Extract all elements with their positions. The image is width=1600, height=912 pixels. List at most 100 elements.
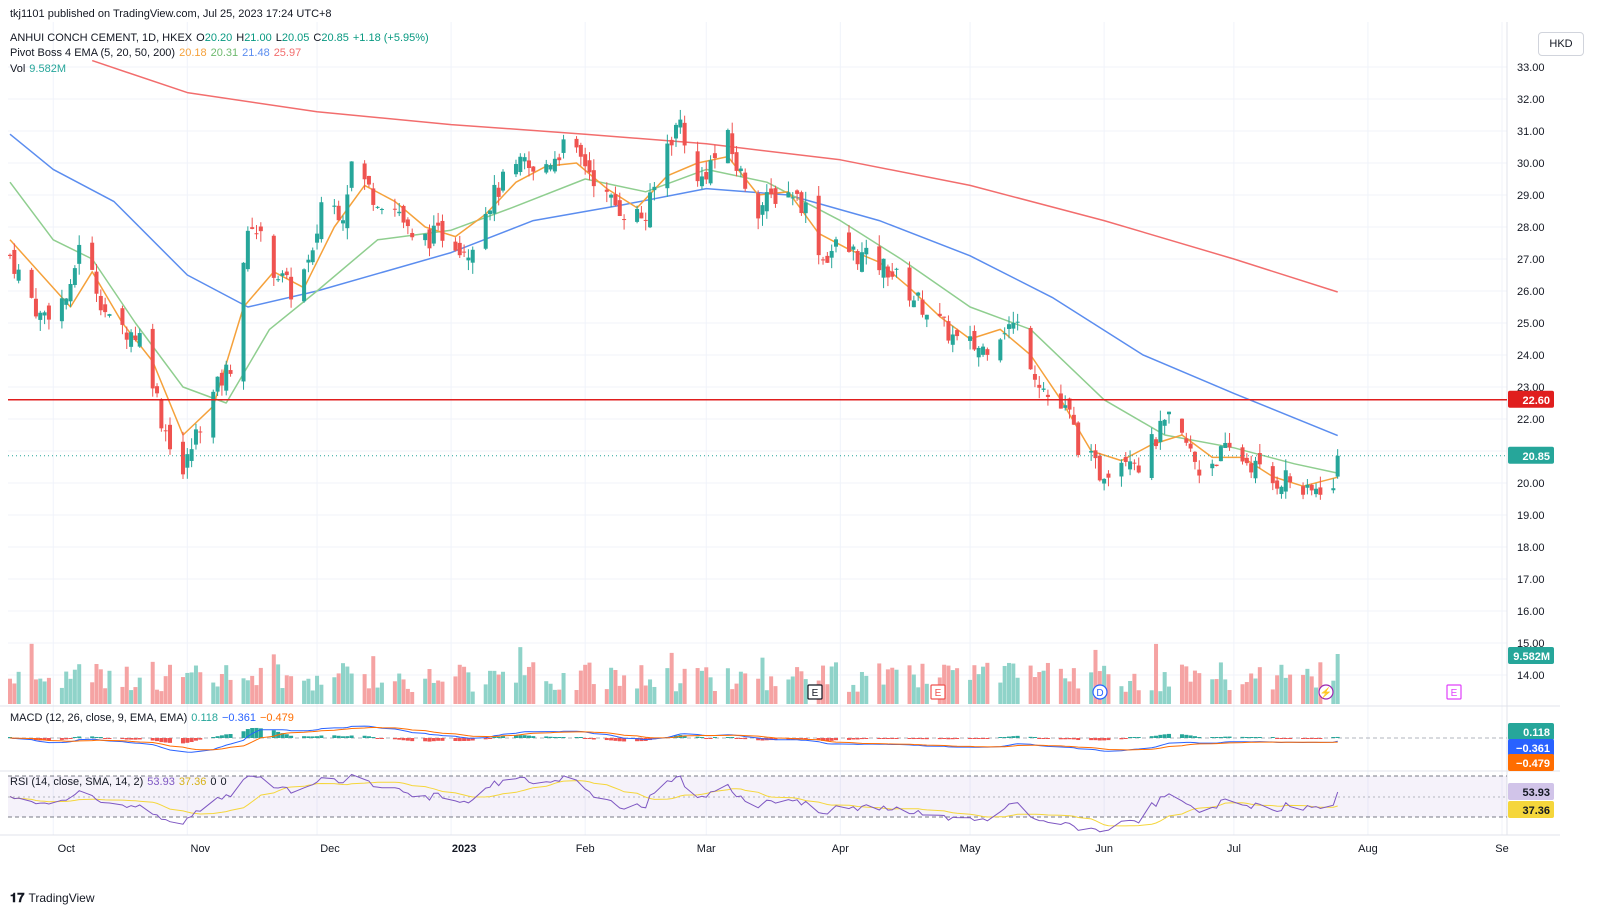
macd-hist-bar bbox=[522, 735, 527, 738]
macd-hist-bar bbox=[924, 738, 929, 740]
macd-hist-bar bbox=[289, 735, 294, 738]
macd-signal-badge bbox=[1508, 754, 1554, 771]
macd-hist-bar bbox=[920, 738, 925, 740]
price-tick-label: 25.00 bbox=[1517, 318, 1545, 330]
volume-bar bbox=[998, 682, 1003, 704]
candle-body bbox=[864, 247, 869, 255]
volume-bar bbox=[1279, 664, 1284, 704]
volume-bar bbox=[673, 691, 678, 704]
macd-hist-bar bbox=[1149, 736, 1154, 738]
time-tick-label: Oct bbox=[58, 843, 75, 855]
candle-body bbox=[68, 284, 73, 302]
volume-bar bbox=[1067, 681, 1072, 704]
candle-body bbox=[704, 171, 709, 180]
candle-body bbox=[816, 195, 821, 256]
volume-bar bbox=[522, 675, 527, 704]
macd-hist-bar bbox=[998, 737, 1003, 738]
candle-body bbox=[137, 333, 142, 347]
candle-body bbox=[911, 300, 916, 308]
volume-bar bbox=[1257, 667, 1262, 704]
macd-hist-bar bbox=[803, 738, 808, 740]
candle-body bbox=[821, 259, 826, 261]
volume-bar bbox=[1210, 679, 1215, 704]
macd-hist-bar bbox=[1015, 735, 1020, 738]
volume-bar bbox=[981, 666, 986, 704]
volume-bar bbox=[526, 666, 531, 704]
volume-bar bbox=[604, 689, 609, 704]
candle-body bbox=[155, 386, 160, 394]
candle-body bbox=[518, 156, 523, 172]
candle-body bbox=[1037, 384, 1042, 388]
candle-body bbox=[795, 190, 800, 194]
macd-hist-bar bbox=[332, 735, 337, 738]
macd-hist-bar bbox=[284, 734, 289, 738]
macd-hist-bar bbox=[1154, 735, 1159, 738]
volume-bar bbox=[1158, 691, 1163, 704]
volume-bar bbox=[743, 673, 748, 704]
candle-body bbox=[77, 244, 82, 264]
candle-body bbox=[59, 298, 64, 322]
rsi-badge bbox=[1508, 783, 1554, 800]
macd-hist-bar bbox=[1106, 738, 1111, 741]
candle-body bbox=[1136, 465, 1141, 473]
volume-bar bbox=[639, 665, 644, 704]
volume-bar bbox=[790, 676, 795, 704]
volume-bar bbox=[488, 670, 493, 704]
hline-price-badge bbox=[1508, 390, 1554, 408]
candle-body bbox=[129, 332, 134, 347]
macd-hist-bar bbox=[937, 738, 942, 740]
candle-body bbox=[985, 349, 990, 355]
volume-bar bbox=[1249, 673, 1254, 704]
macd-hist-bar bbox=[1257, 737, 1262, 738]
ema-legend: Pivot Boss 4 EMA (5, 20, 50, 200) 20.18 20… bbox=[10, 47, 302, 59]
volume-bar bbox=[799, 671, 804, 704]
volume-bar bbox=[699, 670, 704, 704]
volume-bar bbox=[427, 669, 432, 704]
macd-hist-bar bbox=[1309, 738, 1314, 739]
ema20-value: 20.31 bbox=[210, 47, 239, 59]
candle-body bbox=[756, 193, 761, 219]
volume-bar bbox=[851, 684, 856, 704]
macd-hist-bar bbox=[410, 738, 415, 742]
volume-bar bbox=[1076, 688, 1081, 704]
candle-body bbox=[526, 160, 531, 169]
macd-hist-bar bbox=[271, 730, 276, 738]
candle-body bbox=[1223, 442, 1228, 448]
volume-bar bbox=[578, 670, 583, 704]
candle-body bbox=[738, 168, 743, 172]
macd-hist-bar bbox=[622, 738, 627, 742]
volume-bar bbox=[1184, 666, 1189, 704]
event-marker bbox=[930, 684, 946, 700]
volume-bar bbox=[829, 666, 834, 704]
macd-hist-bar bbox=[1184, 734, 1189, 738]
volume-bar bbox=[574, 690, 579, 704]
volume-bar bbox=[129, 690, 134, 704]
volume-bar bbox=[392, 681, 397, 704]
candle-body bbox=[1331, 488, 1336, 491]
candle-body bbox=[609, 194, 614, 198]
volume-bar bbox=[42, 681, 47, 704]
macd-hist-bar bbox=[501, 736, 506, 738]
volume-bar bbox=[712, 690, 717, 704]
volume-bar bbox=[1270, 689, 1275, 704]
macd-hist-bar bbox=[531, 736, 536, 738]
macd-hist-bar bbox=[423, 738, 428, 742]
volume-bar bbox=[730, 689, 735, 704]
candle-body bbox=[94, 271, 99, 294]
macd-hist-bar bbox=[829, 738, 834, 741]
ema5-line bbox=[9, 155, 1338, 487]
candle-body bbox=[1045, 394, 1050, 397]
volume-bar bbox=[955, 668, 960, 704]
candle-body bbox=[1257, 453, 1262, 465]
event-marker-label: ⚡ bbox=[1320, 686, 1332, 699]
event-marker bbox=[1446, 684, 1462, 700]
ema20-line bbox=[9, 168, 1338, 474]
currency-button[interactable]: HKD bbox=[1538, 32, 1584, 56]
volume-bar bbox=[591, 684, 596, 704]
volume-bar bbox=[764, 690, 769, 704]
candle-body bbox=[652, 186, 657, 191]
volume-bar bbox=[228, 679, 233, 704]
candle-body bbox=[829, 250, 834, 258]
macd-hist-bar bbox=[1058, 738, 1063, 740]
